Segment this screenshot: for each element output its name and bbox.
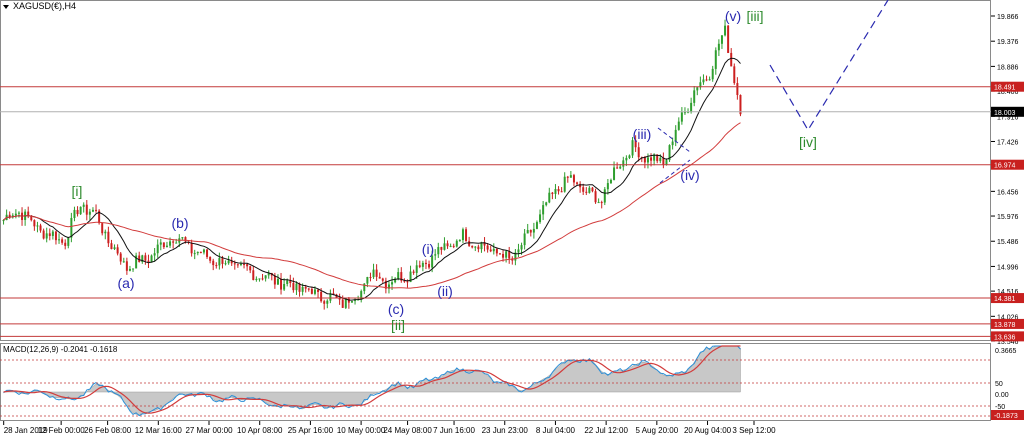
- macd-line: [3, 345, 741, 417]
- price-tag: 18.491: [991, 81, 1024, 92]
- time-axis-label: 22 Jul 12:00: [584, 426, 628, 435]
- wave-label: (v): [725, 8, 741, 24]
- macd-axis-tick: 0.00: [995, 392, 1009, 399]
- price-axis-tick: 14.516: [997, 289, 1019, 296]
- time-axis-label: 10 Apr 08:00: [237, 426, 283, 435]
- symbol-header: XAGUSD(€),H4: [3, 1, 76, 11]
- time-axis-label: 23 Jun 23:00: [482, 426, 529, 435]
- svg-text:13.636: 13.636: [994, 334, 1016, 341]
- dropdown-triangle-icon[interactable]: [3, 5, 9, 9]
- price-tag: 13.878: [991, 318, 1024, 329]
- price-tag: 16.974: [991, 159, 1024, 170]
- price-axis-tick: 14.996: [997, 264, 1019, 271]
- time-axis-label: 25 Apr 16:00: [288, 426, 334, 435]
- wave-label: (ii): [437, 283, 453, 299]
- macd-title: MACD(12,26,9) -0.2041 -0.1618: [3, 345, 118, 354]
- main-pane-frame: [0, 0, 991, 341]
- wave-label: (i): [422, 241, 434, 257]
- time-axis-label: 20 Aug 04:00: [684, 426, 732, 435]
- wave-label: [iii]: [746, 8, 763, 24]
- time-axis-label: 12 Mar 16:00: [135, 426, 183, 435]
- ma-fast-line: [3, 57, 741, 301]
- wave-label: [ii]: [391, 317, 405, 333]
- time-axis-label: 5 Aug 20:00: [635, 426, 678, 435]
- price-axis-tick: 15.486: [997, 239, 1019, 246]
- macd-signal-line: [3, 345, 741, 414]
- symbol-title: XAGUSD(€),H4: [13, 1, 76, 11]
- wave-label: (a): [117, 275, 134, 291]
- time-axis-label: 3 Sep 12:00: [732, 426, 776, 435]
- price-axis-tick: 13.546: [997, 339, 1019, 346]
- macd-axis-tick: 0.3665: [995, 348, 1017, 355]
- price-tag: 13.636: [991, 331, 1024, 342]
- wave-label: (iii): [633, 126, 652, 142]
- macd-pane-frame: [0, 343, 991, 421]
- wave-label: [i]: [72, 183, 83, 199]
- svg-text:16.974: 16.974: [994, 163, 1016, 170]
- triangle-lines: [657, 127, 691, 184]
- svg-text:14.381: 14.381: [994, 296, 1016, 303]
- wave-label: (b): [171, 215, 188, 231]
- price-axis-tick: 16.456: [997, 189, 1019, 196]
- time-axis-label: 12 Feb 00:00: [38, 426, 86, 435]
- macd-axis-tick: 50: [995, 381, 1003, 388]
- price-axis-tick: 14.026: [997, 314, 1019, 321]
- time-axis-label: 28 Jan 2019: [4, 426, 49, 435]
- price-axis-tick: 18.886: [997, 64, 1019, 71]
- price-axis-tick: 19.866: [997, 14, 1019, 21]
- price-axis-tick: 19.376: [997, 39, 1019, 46]
- price-axis-tick: 18.406: [997, 89, 1019, 96]
- time-axis-label: 7 Jun 16:00: [433, 426, 475, 435]
- time-axis-label: 27 Mar 00:00: [185, 426, 233, 435]
- wave-label: (c): [388, 301, 404, 317]
- macd-axis-tick: -50: [995, 404, 1005, 411]
- wave-label: (iv): [680, 167, 699, 183]
- svg-text:18.491: 18.491: [994, 85, 1016, 92]
- price-axis-tick: 17.916: [997, 114, 1019, 121]
- price-tag: 18.003: [991, 106, 1024, 117]
- time-axis-label: 10 May 00:00: [337, 426, 386, 435]
- price-axis-tick: 17.426: [997, 139, 1019, 146]
- price-axis-tick: 15.976: [997, 214, 1019, 221]
- price-tag: 14.381: [991, 293, 1024, 304]
- wave-label: [iv]: [799, 134, 817, 150]
- time-axis-label: 26 Feb 08:00: [84, 426, 132, 435]
- time-axis-label: 8 Jul 04:00: [536, 426, 576, 435]
- svg-text:-0.1873: -0.1873: [994, 413, 1018, 420]
- svg-text:18.003: 18.003: [994, 110, 1016, 117]
- time-axis-label: 24 May 08:00: [383, 426, 432, 435]
- macd-value-tag: -0.1873: [991, 410, 1024, 420]
- ma-slow-line: [3, 122, 741, 289]
- svg-text:13.878: 13.878: [994, 322, 1016, 329]
